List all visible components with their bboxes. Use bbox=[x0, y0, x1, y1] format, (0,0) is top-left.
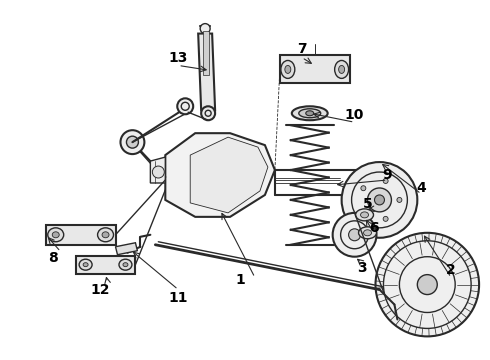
Circle shape bbox=[200, 24, 210, 33]
Polygon shape bbox=[203, 31, 209, 75]
Circle shape bbox=[368, 188, 392, 212]
Text: 4: 4 bbox=[416, 181, 426, 195]
Ellipse shape bbox=[356, 209, 373, 221]
Ellipse shape bbox=[292, 106, 328, 120]
Text: 6: 6 bbox=[368, 221, 378, 235]
Text: 11: 11 bbox=[169, 291, 188, 305]
Circle shape bbox=[126, 136, 138, 148]
Ellipse shape bbox=[281, 60, 295, 78]
Circle shape bbox=[177, 98, 193, 114]
Ellipse shape bbox=[299, 109, 321, 118]
Circle shape bbox=[375, 233, 479, 336]
Ellipse shape bbox=[123, 263, 128, 267]
Ellipse shape bbox=[335, 60, 348, 78]
Ellipse shape bbox=[306, 111, 314, 116]
Text: 9: 9 bbox=[383, 168, 392, 182]
Text: 7: 7 bbox=[297, 41, 307, 55]
Circle shape bbox=[342, 162, 417, 238]
Circle shape bbox=[121, 130, 145, 154]
Ellipse shape bbox=[361, 212, 368, 218]
Text: 2: 2 bbox=[446, 263, 456, 276]
Polygon shape bbox=[280, 55, 349, 84]
Ellipse shape bbox=[52, 232, 59, 238]
Ellipse shape bbox=[102, 232, 109, 238]
Circle shape bbox=[383, 179, 388, 184]
Circle shape bbox=[361, 209, 366, 214]
Text: 3: 3 bbox=[357, 261, 367, 275]
Text: 12: 12 bbox=[91, 283, 110, 297]
Polygon shape bbox=[190, 137, 268, 213]
Text: 13: 13 bbox=[169, 51, 188, 66]
Circle shape bbox=[397, 197, 402, 202]
Polygon shape bbox=[165, 133, 275, 217]
Ellipse shape bbox=[119, 259, 132, 270]
Ellipse shape bbox=[364, 230, 371, 236]
Ellipse shape bbox=[48, 228, 64, 242]
Polygon shape bbox=[198, 33, 215, 110]
Text: 5: 5 bbox=[363, 197, 372, 211]
Circle shape bbox=[383, 216, 388, 221]
Ellipse shape bbox=[98, 228, 114, 242]
Circle shape bbox=[333, 213, 376, 257]
Polygon shape bbox=[116, 243, 137, 255]
Polygon shape bbox=[75, 256, 135, 274]
Circle shape bbox=[417, 275, 437, 294]
Polygon shape bbox=[46, 225, 116, 245]
Ellipse shape bbox=[339, 66, 344, 73]
Ellipse shape bbox=[285, 66, 291, 73]
Text: 1: 1 bbox=[235, 273, 245, 287]
Circle shape bbox=[152, 166, 164, 178]
Circle shape bbox=[374, 195, 385, 205]
Text: 10: 10 bbox=[345, 108, 364, 122]
Ellipse shape bbox=[83, 263, 88, 267]
Ellipse shape bbox=[359, 227, 376, 239]
Text: 8: 8 bbox=[48, 251, 58, 265]
Circle shape bbox=[361, 186, 366, 191]
Circle shape bbox=[348, 229, 361, 241]
Polygon shape bbox=[150, 157, 165, 183]
Circle shape bbox=[201, 106, 215, 120]
Ellipse shape bbox=[79, 259, 92, 270]
